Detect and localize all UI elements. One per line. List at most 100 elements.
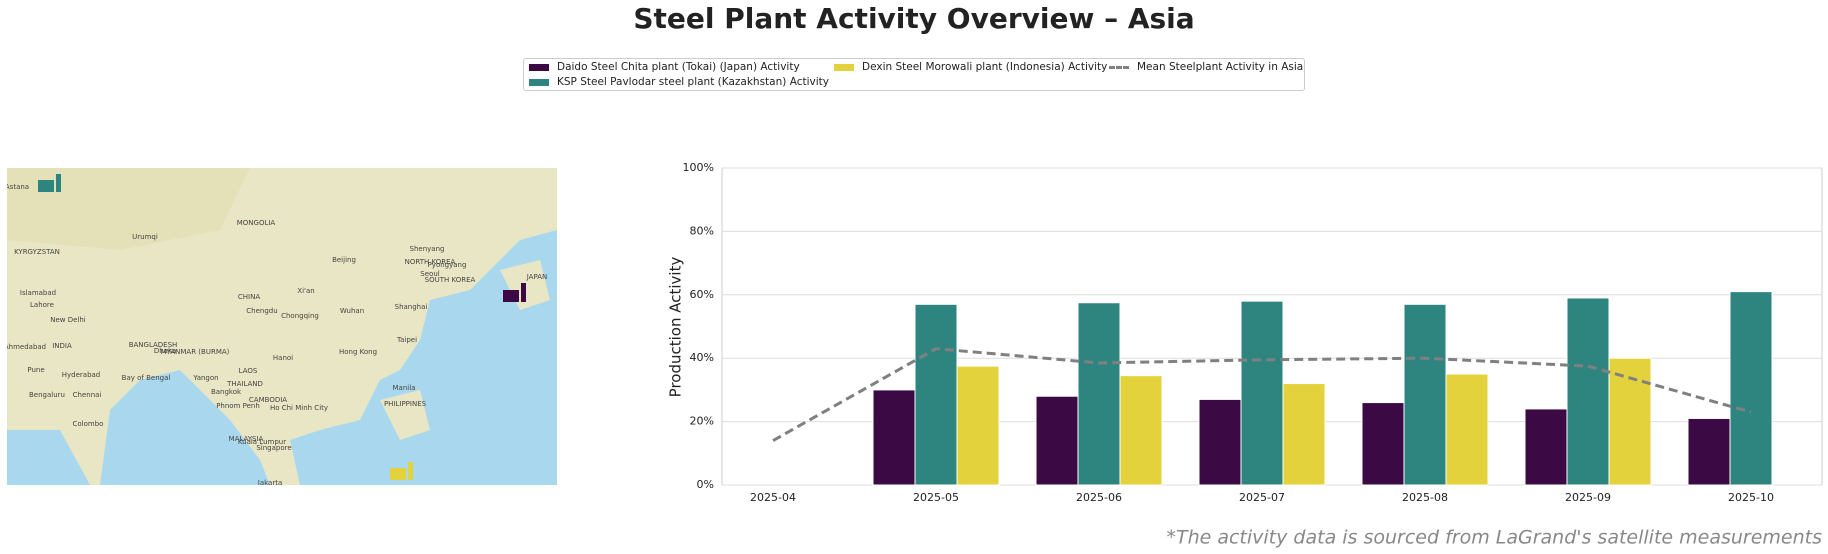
y-tick-label: 20%	[690, 415, 714, 428]
factory-icon	[38, 174, 61, 192]
y-axis-label: Production Activity	[667, 257, 685, 398]
factory-icon	[390, 462, 413, 480]
bar	[1445, 373, 1489, 486]
map-label: Chongqing	[281, 312, 319, 320]
map-label: LAOS	[239, 367, 258, 375]
map-label: Kuala Lumpur	[238, 438, 286, 446]
legend-item: Daido Steel Chita plant (Tokai) (Japan) …	[529, 61, 800, 73]
map-label: Islamabad	[20, 289, 56, 297]
y-tick-label: 100%	[683, 161, 714, 174]
bar	[1035, 395, 1079, 486]
map-label: Taipei	[396, 336, 417, 344]
legend-swatch	[834, 63, 854, 71]
mean-line	[772, 347, 1752, 442]
map-label: Colombo	[73, 420, 104, 428]
map-label: PHILIPPINES	[384, 400, 427, 408]
bar	[1119, 375, 1163, 486]
x-tick-label: 2025-07	[1239, 491, 1285, 504]
map-label: Beijing	[332, 256, 356, 264]
map-label: CHINA	[238, 293, 260, 301]
bar	[872, 389, 916, 486]
map-label: BANGLADESH	[129, 341, 178, 349]
bar	[1566, 297, 1610, 486]
map-label: NORTH KOREA	[405, 258, 456, 266]
map-label: Dhaka	[154, 347, 176, 355]
x-tick-label: 2025-06	[1076, 491, 1122, 504]
legend-item: Dexin Steel Morowali plant (Indonesia) A…	[834, 61, 1107, 73]
legend-label: Daido Steel Chita plant (Tokai) (Japan) …	[557, 61, 800, 73]
map-label: Pyongyang	[428, 261, 467, 269]
map-label: Ahmedabad	[4, 343, 46, 351]
factory-icon	[503, 283, 526, 302]
y-tick-label: 0%	[697, 478, 714, 491]
x-tick-label: 2025-08	[1402, 491, 1448, 504]
bar	[914, 303, 958, 486]
map-label: Ho Chi Minh City	[270, 404, 328, 412]
map-label: Shanghai	[395, 303, 428, 311]
map-label: Chennai	[73, 391, 102, 399]
legend-item: Mean Steelplant Activity in Asia	[1109, 61, 1303, 73]
map-label: Phnom Penh	[216, 402, 260, 410]
map-label: Lahore	[30, 301, 54, 309]
bar	[1240, 300, 1284, 486]
bar	[1077, 302, 1121, 486]
map-label: Bangkok	[211, 388, 242, 396]
map-label: Seoul	[420, 270, 439, 278]
map-label: Jakarta	[257, 479, 283, 487]
bar	[1729, 291, 1773, 486]
map-label: KYRGYZSTAN	[14, 248, 60, 256]
map-label: MALAYSIA	[229, 435, 264, 443]
map-label: Chengdu	[246, 307, 277, 315]
x-tick-label: 2025-09	[1565, 491, 1611, 504]
map-label: Hanoi	[273, 354, 293, 362]
legend-swatch	[529, 78, 549, 86]
map-label: MONGOLIA	[237, 219, 276, 227]
bar	[1403, 303, 1447, 486]
map-label: INDIA	[52, 342, 72, 350]
map: Astana MONGOLIA Urumqi Shenyang Beijing Seoul…	[4, 168, 557, 487]
map-label: New Delhi	[50, 316, 86, 324]
map-label: SOUTH KOREA	[425, 276, 476, 284]
map-label: CAMBODIA	[249, 396, 287, 404]
map-label: Pune	[27, 366, 44, 374]
map-label: Wuhan	[340, 307, 364, 315]
legend-label: Mean Steelplant Activity in Asia	[1137, 61, 1304, 73]
map-label: Bengaluru	[29, 391, 65, 399]
map-label: Manila	[393, 384, 416, 392]
legend-label: Dexin Steel Morowali plant (Indonesia) A…	[862, 61, 1108, 73]
map-label: JAPAN	[526, 273, 548, 281]
footnote: *The activity data is sourced from LaGra…	[1166, 527, 1822, 549]
map-label: Shenyang	[410, 245, 445, 253]
legend-label: KSP Steel Pavlodar steel plant (Kazakhst…	[557, 76, 829, 88]
legend-swatch	[1109, 65, 1129, 69]
bar	[1524, 408, 1568, 486]
y-tick-label: 40%	[690, 351, 714, 364]
map-label: Hyderabad	[62, 371, 101, 379]
bar	[1687, 417, 1731, 486]
map-label: Urumqi	[132, 233, 158, 241]
y-tick-label: 80%	[690, 224, 714, 237]
map-label: Bay of Bengal	[122, 374, 171, 382]
map-label: Singapore	[256, 444, 291, 452]
y-tick-label: 60%	[690, 288, 714, 301]
x-tick-label: 2025-04	[750, 491, 796, 504]
map-label: THAILAND	[226, 380, 263, 388]
legend-swatch	[529, 63, 549, 71]
chart-title: Steel Plant Activity Overview – Asia	[633, 2, 1194, 35]
bar	[1361, 402, 1405, 486]
x-tick-label: 2025-10	[1728, 491, 1774, 504]
map-label: MYANMAR (BURMA)	[161, 348, 230, 356]
map-label: Xi'an	[297, 287, 314, 295]
bar	[1282, 383, 1326, 486]
legend-item: KSP Steel Pavlodar steel plant (Kazakhst…	[529, 76, 829, 88]
bar	[1608, 357, 1652, 486]
map-label: Hong Kong	[339, 348, 377, 356]
legend: Daido Steel Chita plant (Tokai) (Japan) …	[523, 58, 1305, 91]
bar	[956, 365, 1000, 486]
bar	[1198, 398, 1242, 486]
map-label: Astana	[5, 183, 29, 191]
map-label: Yangon	[192, 374, 218, 382]
x-tick-label: 2025-05	[913, 491, 959, 504]
